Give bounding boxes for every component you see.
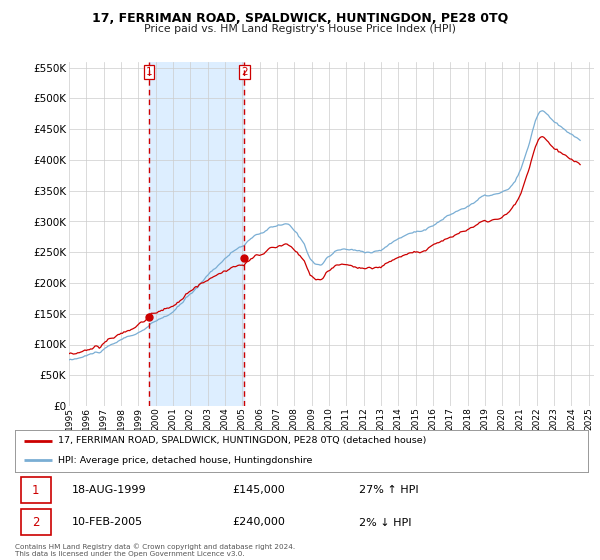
Text: 17, FERRIMAN ROAD, SPALDWICK, HUNTINGDON, PE28 0TQ (detached house): 17, FERRIMAN ROAD, SPALDWICK, HUNTINGDON… [58,436,427,445]
Bar [21,510,50,535]
Bar [149,62,244,406]
Text: £145,000: £145,000 [233,485,286,495]
Text: 10-FEB-2005: 10-FEB-2005 [73,517,143,528]
Text: 17, FERRIMAN ROAD, SPALDWICK, HUNTINGDON, PE28 0TQ: 17, FERRIMAN ROAD, SPALDWICK, HUNTINGDON… [92,12,508,25]
Text: 1: 1 [32,483,40,497]
Text: HPI: Average price, detached house, Huntingdonshire: HPI: Average price, detached house, Hunt… [58,456,313,465]
Text: Price paid vs. HM Land Registry's House Price Index (HPI): Price paid vs. HM Land Registry's House … [144,24,456,34]
Text: £240,000: £240,000 [233,517,286,528]
Text: Contains HM Land Registry data © Crown copyright and database right 2024.
This d: Contains HM Land Registry data © Crown c… [15,544,295,557]
Text: 27% ↑ HPI: 27% ↑ HPI [359,485,418,495]
Text: 1: 1 [146,67,152,77]
Text: 2: 2 [241,67,248,77]
Text: 2: 2 [32,516,40,529]
Bar [21,477,50,503]
Text: 18-AUG-1999: 18-AUG-1999 [73,485,147,495]
Text: 2% ↓ HPI: 2% ↓ HPI [359,517,412,528]
